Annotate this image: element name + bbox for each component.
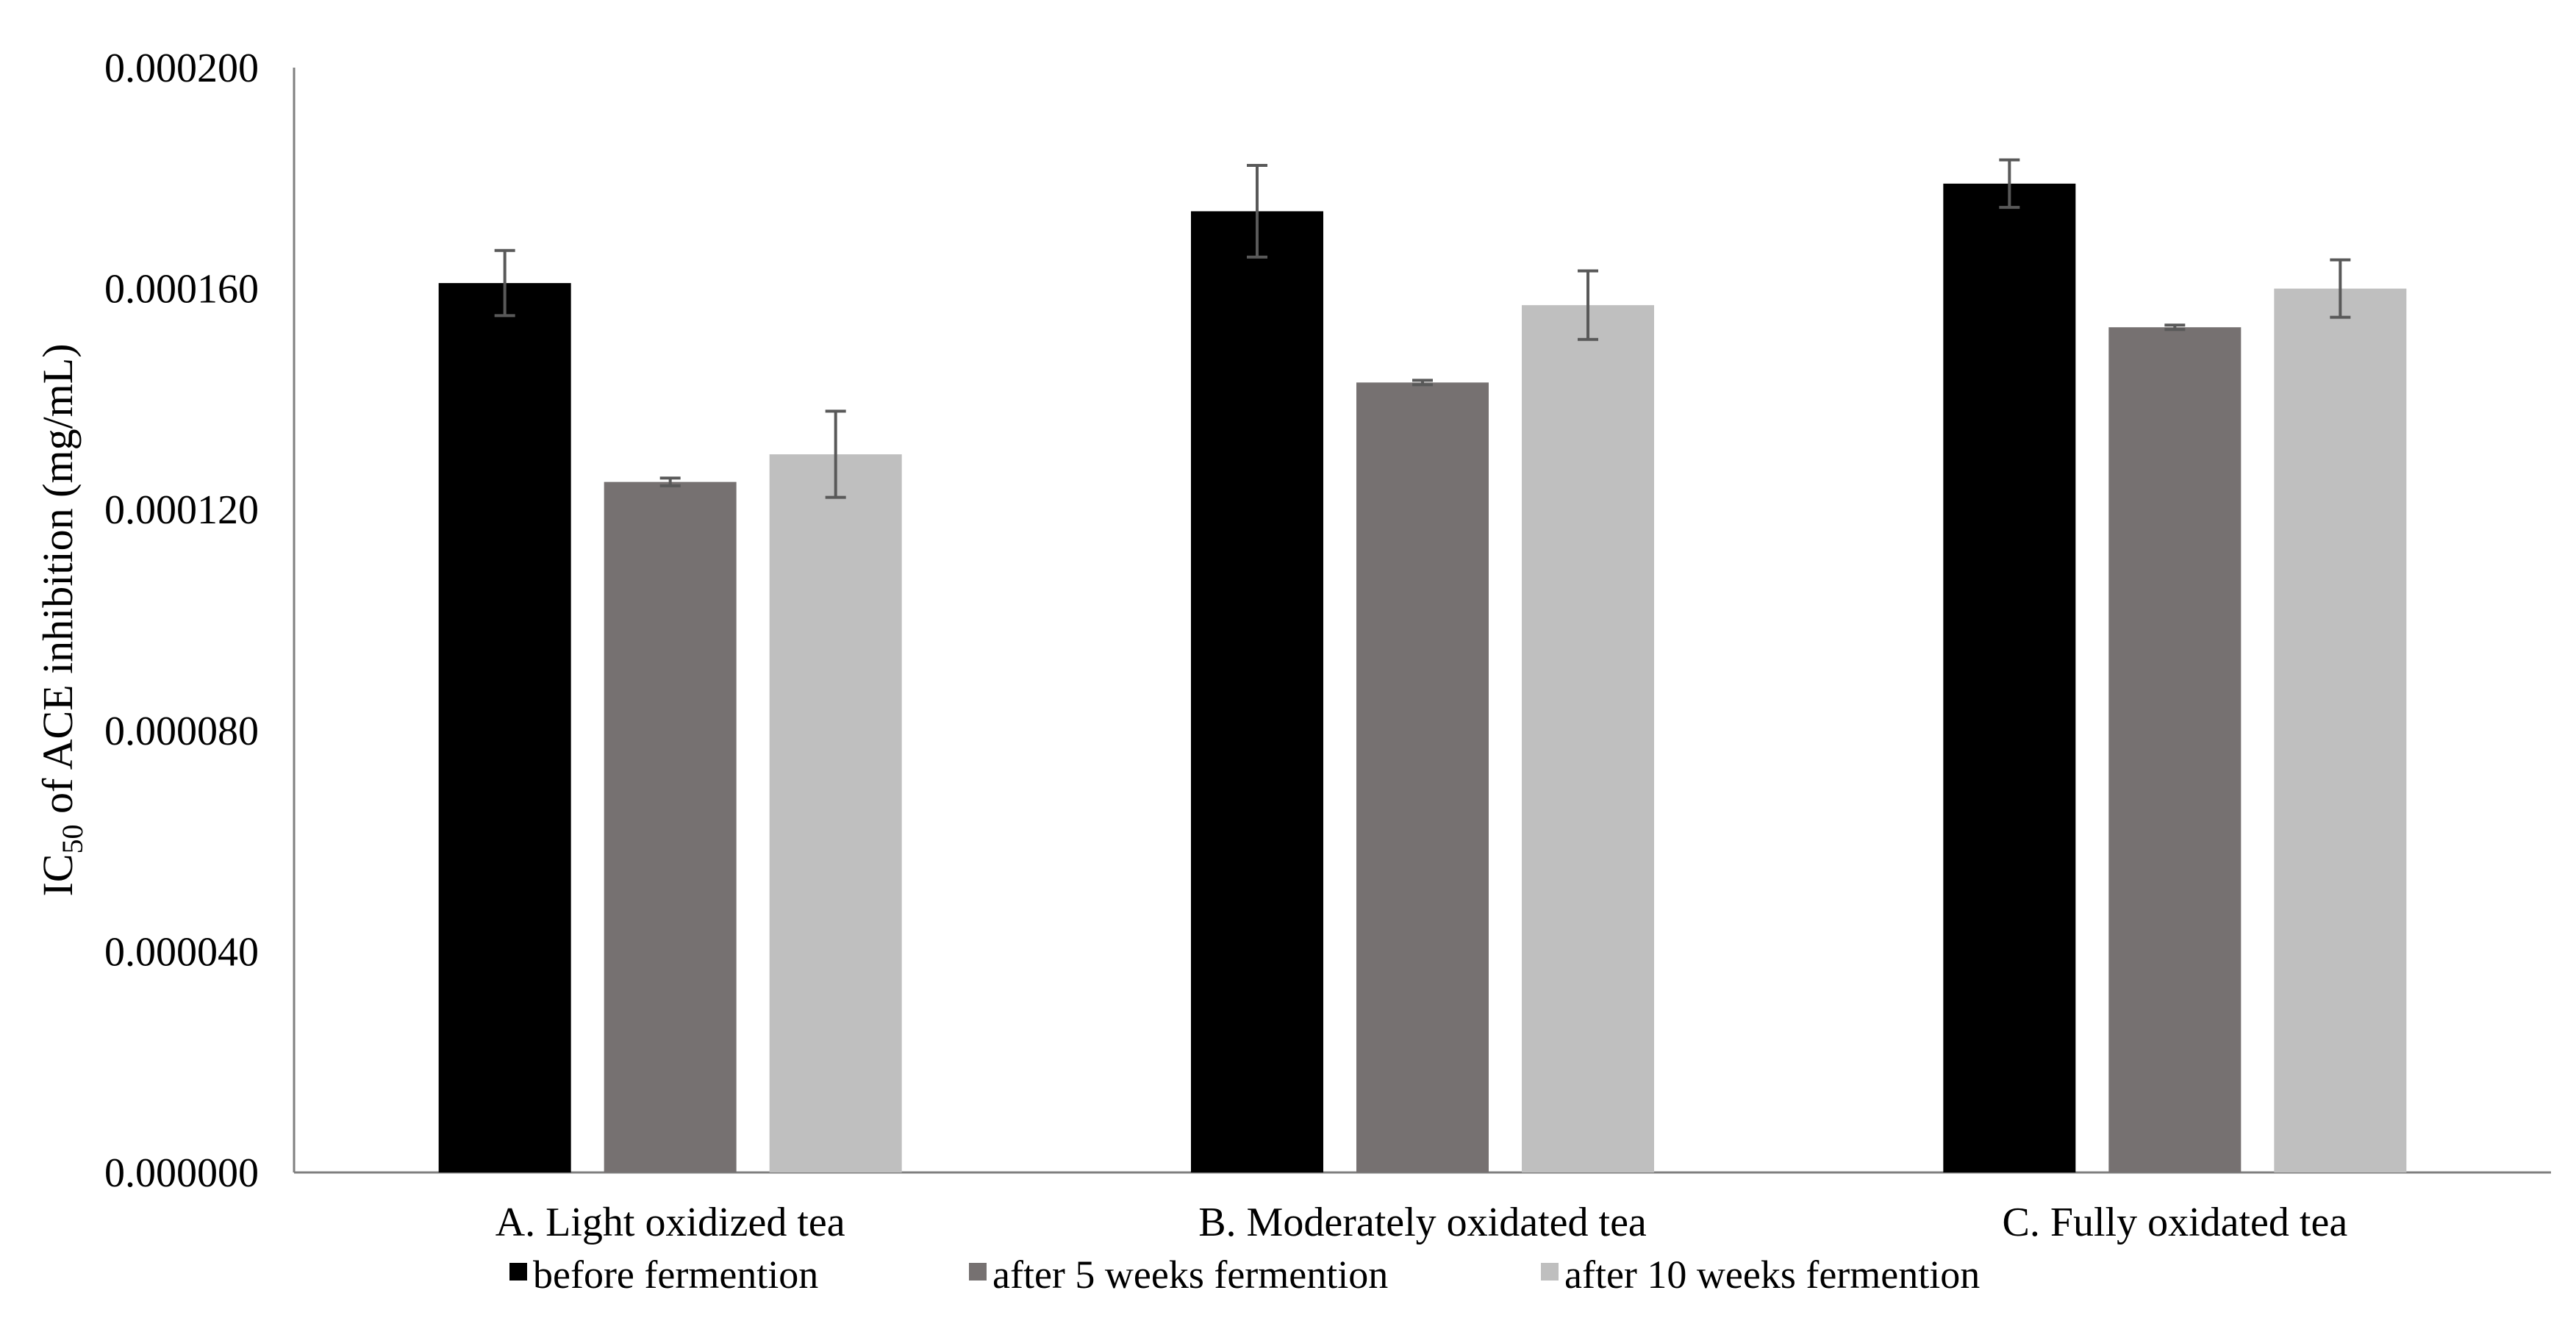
bar (604, 481, 737, 1172)
bar (1191, 211, 1323, 1172)
x-tick-label: A. Light oxidized tea (495, 1200, 845, 1245)
x-tick-labels: A. Light oxidized tea B. Moderately oxida… (495, 1200, 2348, 1245)
y-axis-title-text: IC50 of ACE inhibition (mg/mL) (34, 343, 89, 896)
error-bars (494, 158, 2351, 499)
bar (1356, 382, 1489, 1172)
bar (1943, 183, 2076, 1173)
bar (769, 454, 902, 1172)
y-tick-label: 0.000040 (104, 929, 259, 975)
y-tick-label: 0.000000 (104, 1150, 259, 1196)
legend-label: after 10 weeks fermention (1564, 1253, 1980, 1297)
y-tick-label: 0.000080 (104, 709, 259, 754)
y-axis-title-subscript: 50 (56, 825, 89, 854)
legend-swatch (509, 1263, 527, 1281)
y-tick-label: 0.000200 (104, 46, 259, 91)
bar (1522, 305, 1654, 1172)
legend: before fermention after 5 weeks fermentio… (509, 1253, 1980, 1297)
bars (438, 183, 2407, 1173)
legend-swatch (1541, 1263, 1559, 1281)
bar (2274, 288, 2407, 1173)
y-ticks: 0.000000 0.000040 0.000080 0.000120 0.000160… (104, 46, 259, 1196)
y-axis-title-prefix: IC (34, 854, 82, 897)
legend-swatch (969, 1263, 987, 1281)
y-axis-title-suffix: of ACE inhibition (mg/mL) (34, 343, 82, 824)
legend-label: before fermention (533, 1253, 818, 1297)
x-tick-label: B. Moderately oxidated tea (1198, 1200, 1647, 1245)
legend-label: after 5 weeks fermention (992, 1253, 1388, 1297)
y-axis-title: IC50 of ACE inhibition (mg/mL) (34, 343, 89, 896)
x-tick-label: C. Fully oxidated tea (2002, 1200, 2347, 1245)
y-tick-label: 0.000160 (104, 267, 259, 312)
y-tick-label: 0.000120 (104, 487, 259, 533)
bar (2108, 327, 2242, 1173)
bar (438, 283, 571, 1173)
